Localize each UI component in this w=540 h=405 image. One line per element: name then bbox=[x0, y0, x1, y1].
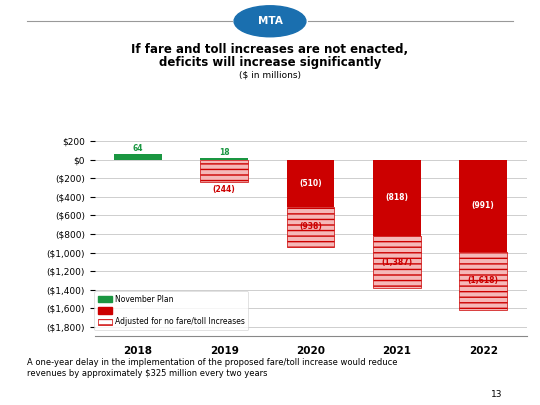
Bar bbox=[200, 160, 248, 182]
Text: 13: 13 bbox=[491, 390, 502, 399]
Text: 64: 64 bbox=[133, 144, 143, 153]
Bar bbox=[287, 160, 334, 207]
Text: ($ in millions): ($ in millions) bbox=[239, 70, 301, 79]
Text: 18: 18 bbox=[219, 148, 230, 157]
Text: (818): (818) bbox=[386, 193, 408, 202]
Text: deficits will increase significantly: deficits will increase significantly bbox=[159, 56, 381, 69]
Bar bbox=[200, 160, 248, 182]
Bar bbox=[460, 160, 507, 252]
Text: MTA: MTA bbox=[258, 16, 282, 26]
Text: (938): (938) bbox=[299, 222, 322, 231]
Text: If fare and toll increases are not enacted,: If fare and toll increases are not enact… bbox=[131, 43, 409, 55]
Text: (1,618): (1,618) bbox=[468, 276, 498, 286]
Bar bbox=[373, 236, 421, 288]
Text: (991): (991) bbox=[472, 201, 495, 210]
Bar bbox=[373, 160, 421, 236]
Bar bbox=[200, 158, 248, 160]
Legend: November Plan, , Adjusted for no fare/toll Increases: November Plan, , Adjusted for no fare/to… bbox=[94, 291, 248, 330]
Bar bbox=[460, 252, 507, 310]
Ellipse shape bbox=[234, 6, 306, 37]
Text: (1,387): (1,387) bbox=[381, 258, 413, 266]
Text: A one-year delay in the implementation of the proposed fare/toll increase would : A one-year delay in the implementation o… bbox=[27, 358, 397, 378]
Bar bbox=[287, 207, 334, 247]
Text: (510): (510) bbox=[299, 179, 322, 188]
Text: (244): (244) bbox=[213, 185, 235, 194]
Bar bbox=[114, 154, 161, 160]
